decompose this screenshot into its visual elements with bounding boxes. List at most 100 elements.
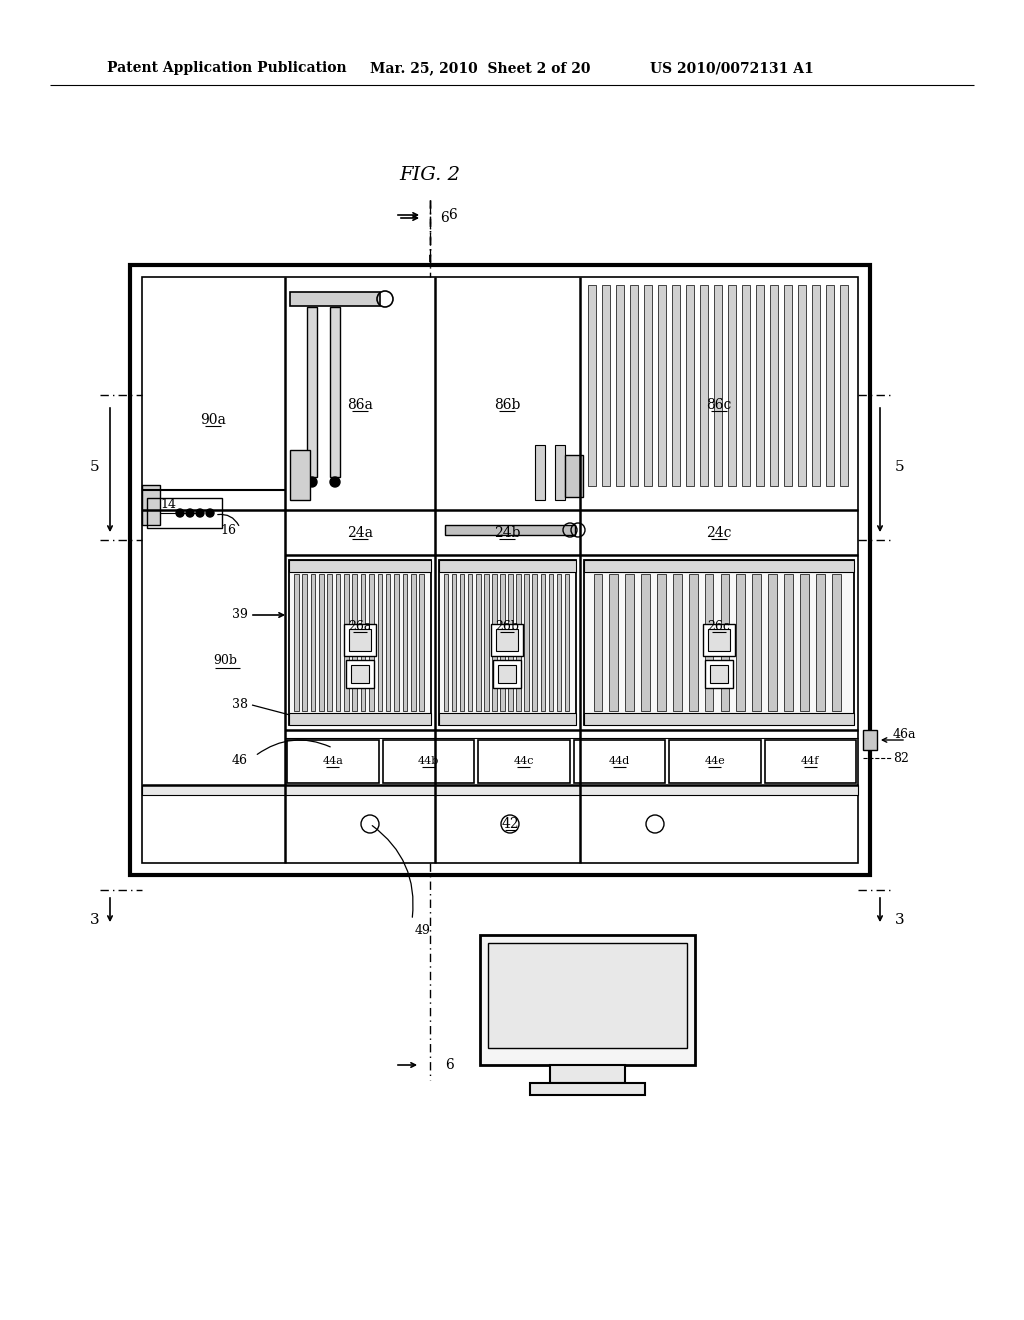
Circle shape bbox=[196, 510, 204, 517]
Bar bbox=[147, 498, 222, 528]
Bar bbox=[565, 455, 583, 498]
Text: 6: 6 bbox=[440, 211, 449, 224]
Bar bbox=[863, 730, 877, 750]
Bar bbox=[714, 285, 722, 486]
Bar bbox=[756, 285, 764, 486]
Text: 90a: 90a bbox=[200, 413, 226, 426]
Text: 26c: 26c bbox=[708, 619, 730, 632]
Bar bbox=[705, 660, 733, 688]
Bar bbox=[816, 574, 824, 711]
Bar bbox=[452, 574, 457, 711]
Text: 82: 82 bbox=[893, 751, 909, 764]
Bar bbox=[439, 560, 575, 572]
Bar bbox=[302, 574, 307, 711]
Text: US 2010/0072131 A1: US 2010/0072131 A1 bbox=[650, 61, 814, 75]
Circle shape bbox=[307, 477, 317, 487]
Bar bbox=[476, 574, 480, 711]
Text: 3: 3 bbox=[895, 913, 904, 927]
Bar bbox=[630, 285, 638, 486]
Bar bbox=[594, 574, 602, 711]
Bar bbox=[742, 285, 750, 486]
Text: 44c: 44c bbox=[513, 756, 534, 766]
Bar bbox=[703, 624, 735, 656]
Bar bbox=[508, 574, 513, 711]
Text: 3: 3 bbox=[90, 913, 99, 927]
Text: 46a: 46a bbox=[893, 729, 916, 742]
Bar bbox=[549, 574, 553, 711]
Text: 44e: 44e bbox=[705, 756, 725, 766]
Bar bbox=[498, 665, 516, 682]
Bar bbox=[130, 265, 870, 875]
Bar bbox=[573, 741, 665, 783]
Bar bbox=[411, 574, 416, 711]
Bar bbox=[307, 308, 317, 477]
Bar bbox=[294, 574, 299, 711]
Bar bbox=[352, 574, 357, 711]
Text: 26a: 26a bbox=[348, 619, 372, 632]
Bar bbox=[378, 574, 382, 711]
Bar bbox=[468, 574, 472, 711]
Bar bbox=[445, 525, 575, 535]
Text: 49: 49 bbox=[415, 924, 431, 936]
Bar bbox=[319, 574, 324, 711]
Bar bbox=[673, 574, 682, 711]
Bar bbox=[550, 1065, 625, 1082]
Bar bbox=[328, 574, 332, 711]
Bar bbox=[289, 713, 431, 725]
Bar bbox=[736, 574, 745, 711]
Circle shape bbox=[176, 510, 184, 517]
Bar bbox=[800, 574, 809, 711]
Bar bbox=[564, 574, 569, 711]
Text: Patent Application Publication: Patent Application Publication bbox=[106, 61, 347, 75]
Bar bbox=[765, 741, 856, 783]
Bar bbox=[346, 660, 374, 688]
Bar bbox=[496, 630, 518, 651]
Bar bbox=[484, 574, 488, 711]
Text: 86b: 86b bbox=[494, 399, 520, 412]
Bar bbox=[344, 624, 376, 656]
Bar bbox=[689, 574, 697, 711]
Bar bbox=[826, 285, 834, 486]
Bar bbox=[541, 574, 545, 711]
Text: 6: 6 bbox=[449, 209, 457, 222]
Bar bbox=[478, 741, 569, 783]
Text: 44a: 44a bbox=[323, 756, 343, 766]
Text: Mar. 25, 2010  Sheet 2 of 20: Mar. 25, 2010 Sheet 2 of 20 bbox=[370, 61, 591, 75]
Bar bbox=[626, 574, 634, 711]
Bar bbox=[290, 292, 380, 306]
Bar bbox=[142, 484, 160, 525]
Text: 24b: 24b bbox=[494, 525, 520, 540]
Bar bbox=[616, 285, 624, 486]
Text: 86a: 86a bbox=[347, 399, 373, 412]
Bar bbox=[516, 574, 521, 711]
Bar bbox=[584, 560, 854, 572]
Bar bbox=[460, 574, 465, 711]
Text: 5: 5 bbox=[90, 459, 99, 474]
Bar bbox=[383, 741, 474, 783]
Bar bbox=[402, 574, 408, 711]
Bar bbox=[386, 574, 390, 711]
Bar bbox=[609, 574, 618, 711]
Text: 14: 14 bbox=[160, 499, 176, 511]
Bar bbox=[555, 445, 565, 500]
Bar bbox=[812, 285, 820, 486]
Bar bbox=[349, 630, 371, 651]
Bar bbox=[641, 574, 650, 711]
Bar bbox=[330, 308, 340, 477]
Text: 46: 46 bbox=[232, 755, 248, 767]
Bar bbox=[142, 785, 858, 795]
Bar bbox=[588, 285, 596, 486]
Bar bbox=[310, 574, 315, 711]
Text: 38: 38 bbox=[232, 698, 248, 711]
Bar bbox=[705, 574, 714, 711]
Bar bbox=[798, 285, 806, 486]
Bar bbox=[840, 285, 848, 486]
Bar bbox=[287, 741, 379, 783]
Bar bbox=[351, 665, 369, 682]
Bar bbox=[557, 574, 561, 711]
Bar bbox=[142, 277, 858, 863]
Text: 39: 39 bbox=[232, 609, 248, 622]
Bar bbox=[419, 574, 424, 711]
Circle shape bbox=[206, 510, 214, 517]
Bar bbox=[480, 935, 695, 1065]
